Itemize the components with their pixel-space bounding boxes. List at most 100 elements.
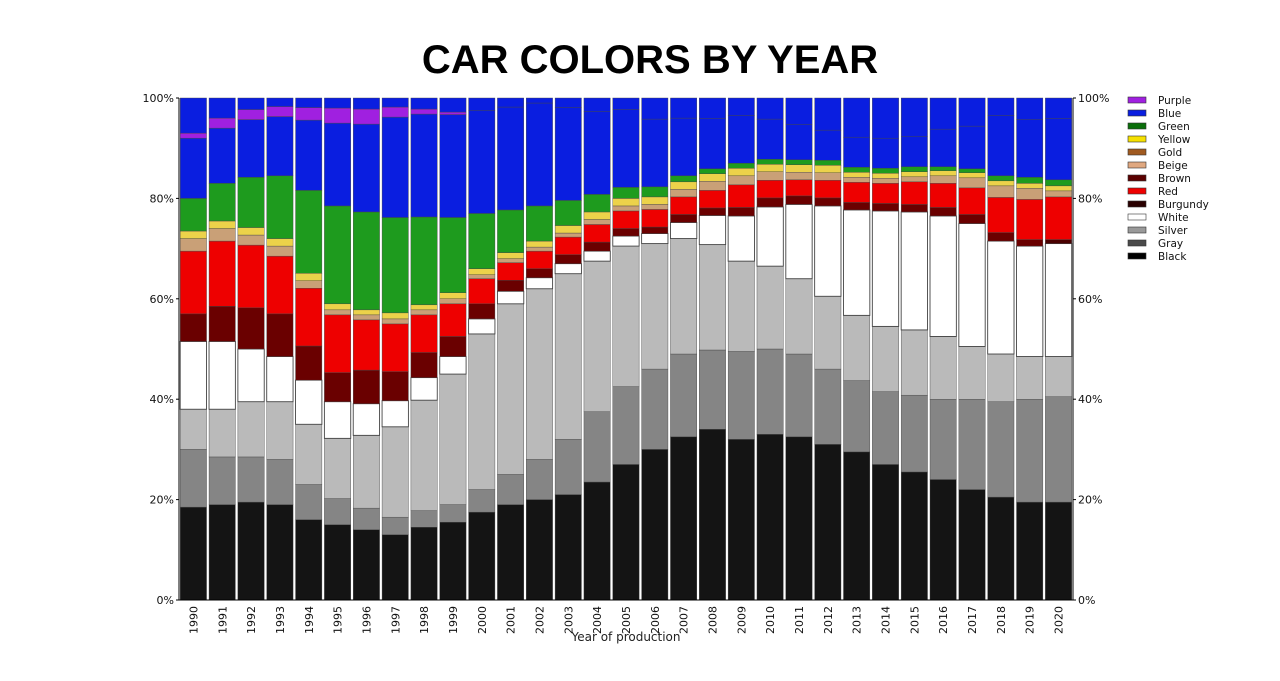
bar-segment-beige-1991	[208, 228, 236, 242]
x-tick-2005: 2005	[620, 606, 633, 634]
bar-segment-red-1997	[381, 323, 409, 372]
bar-segment-black-2003	[554, 494, 582, 601]
x-tick-2020: 2020	[1053, 606, 1066, 634]
x-axis-title: Year of production	[570, 630, 680, 644]
bar-segment-blue-2007	[670, 117, 698, 177]
bar-segment-green-2004	[583, 194, 611, 213]
bar-segment-brown-2011	[785, 195, 813, 205]
legend-label-beige: Beige	[1158, 160, 1188, 172]
bar-segment-white-2016	[929, 215, 957, 337]
bar-segment-remainder-2019	[1016, 97, 1044, 120]
bar-segment-remainder-2013	[843, 97, 871, 138]
bar-segment-purple-1995	[324, 107, 351, 124]
bar-segment-red-2017	[958, 187, 986, 215]
legend-label-yellow: Yellow	[1157, 134, 1191, 146]
bar-segment-beige-2006	[641, 204, 669, 210]
bar-segment-yellow-2013	[843, 172, 871, 178]
legend-label-purple: Purple	[1158, 95, 1191, 107]
legend-swatch-blue	[1127, 109, 1147, 117]
bar-segment-blue-2011	[785, 124, 813, 160]
bar-segment-purple-1992	[237, 109, 265, 120]
bar-segment-black-1995	[324, 524, 351, 601]
bar-segment-remainder-2011	[785, 97, 813, 125]
bar-segment-silver-1995	[324, 438, 351, 499]
bar-segment-white-2015	[900, 211, 928, 331]
bar-segment-brown-2008	[699, 207, 726, 216]
bar-segment-green-2006	[641, 186, 669, 198]
bar-segment-brown-2013	[843, 202, 871, 211]
bar-segment-gray-2016	[929, 399, 957, 480]
bar-segment-red-2008	[699, 190, 726, 209]
x-tick-2019: 2019	[1024, 606, 1037, 634]
bar-segment-black-1990	[179, 506, 207, 601]
bar-segment-beige-2020	[1045, 190, 1072, 198]
bar-segment-silver-1999	[439, 373, 467, 505]
bar-segment-red-1999	[439, 303, 467, 337]
bar-segment-red-2003	[554, 236, 582, 255]
bar-segment-blue-1994	[295, 119, 323, 191]
bar-segment-blue-1990	[179, 137, 207, 199]
bar-segment-black-1993	[266, 504, 294, 601]
axes-layer: 0% 0% 20% 20% 40% 40% 60% 60% 80% 80% 100% 100% 1990…	[143, 92, 1110, 634]
bar-segment-remainder-1991	[208, 97, 236, 119]
y-tick-left-0: 0%	[157, 594, 174, 607]
bar-segment-red-2015	[900, 181, 928, 205]
bar-segment-gray-2005	[612, 386, 640, 465]
bar-segment-red-1994	[295, 288, 323, 347]
bar-segment-brown-2015	[900, 204, 928, 213]
x-tick-1991: 1991	[216, 606, 229, 634]
bar-segment-blue-2017	[958, 125, 986, 169]
bar-segment-brown-2006	[641, 226, 669, 234]
y-tick-left-100: 100%	[143, 92, 174, 105]
bar-segment-beige-2010	[756, 171, 784, 181]
bar-segment-beige-2019	[1016, 188, 1044, 200]
legend-swatch-gray	[1127, 239, 1147, 247]
bar-segment-silver-1997	[381, 426, 409, 518]
bar-segment-green-1990	[179, 198, 207, 232]
y-tick-right-40: 40%	[1078, 393, 1102, 406]
bar-segment-remainder-2000	[468, 97, 496, 111]
bar-segment-blue-2015	[900, 136, 928, 167]
bar-segment-green-2012	[814, 160, 842, 166]
bar-segment-blue-2001	[497, 106, 524, 211]
bar-segment-white-2013	[843, 209, 871, 316]
bar-segment-blue-2013	[843, 136, 871, 168]
bar-segment-beige-2009	[727, 175, 755, 186]
bar-segment-green-2013	[843, 167, 871, 173]
bar-segment-green-1995	[324, 205, 351, 305]
x-tick-2015: 2015	[908, 606, 921, 634]
bar-segment-gray-1999	[439, 504, 467, 523]
bar-segment-gray-2010	[756, 348, 784, 435]
bar-segment-gray-2011	[785, 353, 813, 438]
bar-segment-green-2000	[468, 213, 496, 269]
bar-segment-red-2005	[612, 210, 640, 229]
bar-segment-green-2001	[497, 209, 524, 253]
bar-segment-beige-1998	[410, 309, 438, 316]
legend-label-brown: Brown	[1158, 173, 1191, 185]
bar-segment-brown-1999	[439, 336, 467, 357]
bar-segment-gray-2014	[872, 391, 899, 465]
x-tick-2007: 2007	[678, 606, 691, 634]
bar-segment-silver-2014	[872, 326, 899, 392]
bar-segment-purple-1997	[381, 106, 409, 118]
bar-segment-remainder-2012	[814, 97, 842, 131]
bar-segment-blue-2004	[583, 111, 611, 195]
bar-segment-beige-1992	[237, 234, 265, 246]
bar-segment-silver-2001	[497, 303, 524, 475]
bar-segment-gray-1997	[381, 516, 409, 535]
bar-segment-remainder-2015	[900, 97, 928, 137]
bar-segment-black-2000	[468, 511, 496, 601]
bar-segment-remainder-2003	[554, 97, 582, 108]
x-tick-1993: 1993	[274, 606, 287, 634]
bar-segment-silver-2002	[526, 288, 553, 460]
bar-segment-silver-2015	[900, 329, 928, 396]
bar-segment-beige-2016	[929, 175, 957, 184]
bar-segment-green-2014	[872, 168, 899, 174]
bar-segment-green-1994	[295, 190, 323, 274]
bar-segment-brown-2010	[756, 197, 784, 208]
bar-segment-red-2001	[497, 262, 524, 281]
bar-segment-green-2003	[554, 200, 582, 226]
bar-segment-silver-2018	[987, 353, 1015, 402]
bar-segment-black-2006	[641, 449, 669, 601]
bar-segment-yellow-2006	[641, 196, 669, 205]
